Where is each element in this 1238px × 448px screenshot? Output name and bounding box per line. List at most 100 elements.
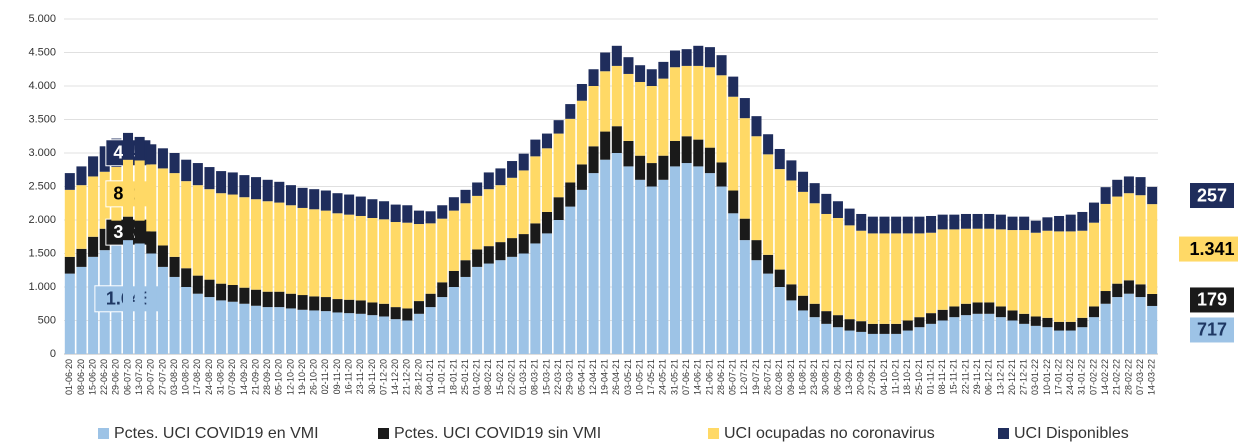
bar-segment — [879, 233, 890, 324]
bar-segment — [192, 275, 203, 294]
bar-segment — [402, 205, 413, 223]
bar-segment — [1042, 230, 1053, 318]
bar-segment — [204, 297, 215, 354]
x-tick-label: 30-11-20 — [367, 359, 377, 394]
bar-segment — [821, 323, 832, 354]
bar-segment — [786, 180, 797, 285]
x-tick-label: 06-09-21 — [832, 359, 842, 395]
bar-segment — [774, 287, 785, 354]
bar-segment — [1088, 222, 1100, 307]
bar-segment — [483, 246, 494, 264]
bar-segment — [1030, 232, 1041, 317]
bar-segment — [309, 310, 320, 354]
bar-segment — [157, 168, 168, 246]
x-tick-label: 17-08-20 — [192, 359, 202, 395]
bar-segment — [623, 57, 634, 74]
x-tick-label: 04-01-21 — [425, 359, 435, 395]
bar-segment — [949, 229, 960, 307]
x-tick-label: 26-07-21 — [762, 359, 772, 395]
bar-segment — [693, 65, 704, 140]
bar-segment — [1135, 177, 1146, 196]
bar-segment — [1147, 305, 1158, 354]
bar-segment — [216, 193, 227, 284]
y-tick-label: 2.500 — [28, 180, 56, 192]
bar-segment — [297, 295, 308, 310]
bar-segment — [297, 207, 308, 296]
bar-segment — [786, 160, 797, 181]
bar-segment — [320, 297, 331, 312]
legend-label: UCI ocupadas no coronavirus — [724, 425, 935, 442]
bar-segment — [1112, 179, 1123, 197]
bar-segment — [1147, 186, 1158, 205]
bar-segment — [798, 191, 809, 296]
bar-segment — [146, 253, 157, 354]
bar-segment — [99, 171, 110, 229]
bar-segment — [472, 266, 483, 354]
bar-segment — [332, 213, 343, 300]
x-tick-label: 08-06-20 — [76, 359, 86, 395]
x-tick-label: 14-02-22 — [1100, 359, 1110, 395]
bar-segment — [309, 189, 320, 210]
bar-segment — [507, 161, 518, 178]
bar-segment — [984, 228, 995, 303]
bar-segment — [239, 287, 250, 304]
x-tick-label: 28-12-20 — [413, 359, 423, 395]
bar-segment — [1065, 321, 1076, 331]
bar-segment — [751, 240, 762, 261]
bar-segment — [1123, 293, 1134, 354]
x-tick-label: 27-07-20 — [157, 359, 167, 395]
bar-segment — [251, 289, 262, 306]
bar-segment — [216, 283, 227, 301]
bar-segment — [763, 154, 774, 255]
y-tick-label: 4.000 — [28, 80, 56, 92]
bar-segment — [1147, 293, 1158, 306]
x-tick-label: 11-10-21 — [891, 359, 901, 394]
bar-segment — [518, 234, 529, 254]
bar-segment — [867, 233, 878, 324]
bar-segment — [122, 216, 134, 241]
x-tick-label: 21-06-21 — [704, 359, 714, 395]
bar-segment — [437, 297, 448, 354]
bar-segment — [379, 219, 390, 304]
bar-segment — [227, 301, 238, 354]
bar-segment — [728, 76, 739, 97]
x-tick-label: 05-04-21 — [576, 359, 586, 395]
x-tick-label: 26-10-20 — [309, 359, 319, 395]
y-tick-label: 1.000 — [28, 281, 56, 293]
bar-segment — [413, 313, 424, 354]
bar-segment — [437, 218, 448, 283]
bar-segment — [390, 319, 401, 354]
bar-segment — [413, 301, 424, 314]
bar-segment — [926, 323, 937, 354]
bar-segment — [984, 313, 995, 354]
bar-segment — [960, 303, 971, 316]
x-tick-label: 15-06-20 — [87, 359, 97, 395]
value-label-box — [1189, 286, 1235, 314]
x-tick-label: 14-03-22 — [1147, 359, 1157, 395]
bar-segment — [681, 163, 692, 354]
bar-segment — [832, 327, 843, 354]
bar-segment — [658, 78, 669, 156]
bar-segment — [786, 300, 797, 354]
bar-segment — [76, 266, 87, 354]
bar-segment — [693, 139, 704, 167]
bar-segment — [507, 177, 518, 239]
bar-segment — [832, 315, 843, 328]
bar-segment — [181, 159, 192, 182]
bar-segment — [402, 308, 413, 321]
bar-segment — [588, 146, 599, 174]
bar-segment — [763, 273, 774, 354]
bar-segment — [600, 159, 611, 354]
bar-segment — [379, 316, 390, 354]
bar-segment — [134, 160, 145, 221]
x-tick-label: 14-09-20 — [239, 359, 249, 395]
bar-segment — [995, 214, 1006, 230]
bar-segment — [122, 240, 134, 354]
bar-segment — [681, 49, 692, 66]
bar-segment — [902, 233, 913, 321]
value-label: 257 — [1197, 185, 1227, 205]
bar-segment — [541, 133, 553, 149]
bar-segment — [960, 213, 971, 229]
x-tick-label: 12-10-20 — [285, 359, 295, 395]
legend-label: UCI Disponibles — [1014, 425, 1129, 442]
